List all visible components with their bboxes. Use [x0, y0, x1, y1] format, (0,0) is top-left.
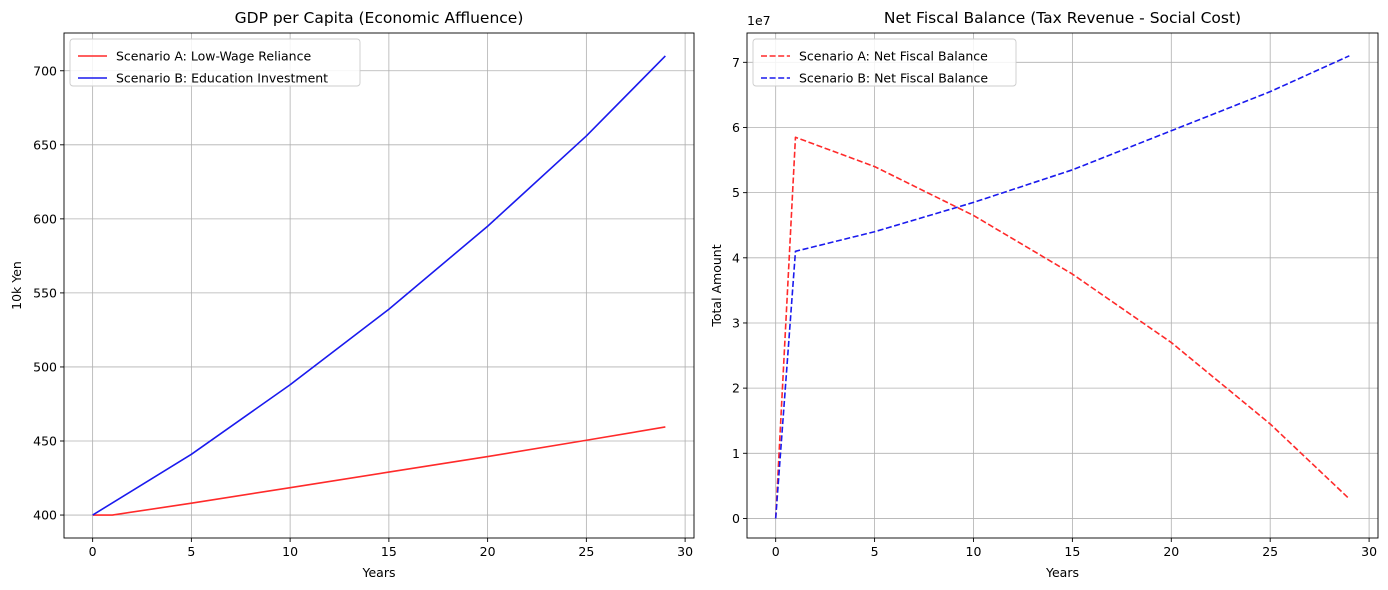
y-tick-label: 400 — [33, 508, 57, 523]
x-axis-label: Years — [362, 565, 396, 580]
y-tick-label: 600 — [33, 211, 57, 226]
y-tick-label: 3 — [732, 315, 740, 330]
x-tick-label: 15 — [381, 544, 397, 559]
y-tick-label: 5 — [732, 185, 740, 200]
y-tick-label: 500 — [33, 359, 57, 374]
x-tick-label: 10 — [966, 544, 982, 559]
x-tick-label: 30 — [677, 544, 693, 559]
y-tick-label: 650 — [33, 137, 57, 152]
y-tick-label: 6 — [732, 120, 740, 135]
y-tick-label: 4 — [732, 250, 740, 265]
x-tick-label: 20 — [1163, 544, 1179, 559]
series-line-scenario-b — [92, 55, 666, 516]
x-tick-label: 5 — [871, 544, 879, 559]
series-line-scenario-b — [774, 55, 1350, 519]
axes-frame — [63, 32, 695, 539]
legend-label-scenario-b: Scenario B: Net Fiscal Balance — [799, 71, 988, 86]
series-line-scenario-a — [92, 426, 666, 516]
chart-net-fiscal-balance: 0 5 10 15 20 25 30 0 1 2 3 4 5 6 7 Net Fiscal Balance (… — [709, 9, 1379, 580]
y-tick-label: 700 — [33, 63, 57, 78]
y-tick-label: 550 — [33, 285, 57, 300]
x-tick-label: 15 — [1064, 544, 1080, 559]
y-axis-offset-label: 1e7 — [747, 13, 771, 28]
y-tick-label: 7 — [732, 55, 740, 70]
y-axis-label: 10k Yen — [9, 261, 24, 310]
x-tick-label: 5 — [187, 544, 195, 559]
x-tick-label: 0 — [89, 544, 97, 559]
legend-box — [69, 38, 361, 87]
x-axis-label: Years — [1045, 565, 1079, 580]
legend-box — [752, 38, 1017, 87]
y-tick-label: 2 — [732, 381, 740, 396]
y-tick-label: 1 — [732, 446, 740, 461]
chart-title: Net Fiscal Balance (Tax Revenue - Social… — [884, 9, 1241, 27]
x-tick-label: 30 — [1361, 544, 1377, 559]
y-tick-label: 450 — [33, 433, 57, 448]
x-tick-label: 25 — [578, 544, 594, 559]
legend-label-scenario-a: Scenario A: Low-Wage Reliance — [116, 49, 311, 64]
legend-label-scenario-b: Scenario B: Education Investment — [116, 71, 328, 86]
legend-label-scenario-a: Scenario A: Net Fiscal Balance — [799, 49, 988, 64]
x-tick-label: 0 — [772, 544, 780, 559]
y-tick-label: 0 — [732, 511, 740, 526]
series-line-scenario-a — [774, 136, 1350, 519]
y-axis-label: Total Amount — [709, 244, 724, 327]
axes-frame — [746, 32, 1379, 539]
x-tick-label: 10 — [282, 544, 298, 559]
chart-title: GDP per Capita (Economic Affluence) — [235, 9, 524, 27]
chart-gdp-per-capita: 0 5 10 15 20 25 30 400 450 500 550 600 650 700 GDP per… — [9, 9, 695, 580]
x-tick-label: 20 — [480, 544, 496, 559]
x-tick-label: 25 — [1262, 544, 1278, 559]
